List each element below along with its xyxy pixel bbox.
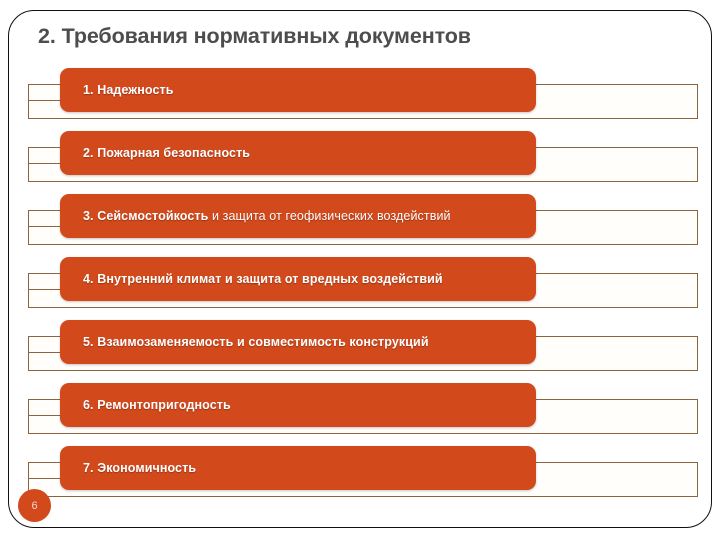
list-item-pill[interactable]: 6. Ремонтопригодность <box>60 383 536 427</box>
list-item-keyword: Пожарная безопасность <box>97 146 251 160</box>
list-item-connector-line <box>29 415 62 416</box>
list-item-detail: и защита от геофизических воздействий <box>208 209 451 223</box>
list-item-keyword: Ремонтопригодность <box>97 398 231 412</box>
list-item-pill[interactable]: 1. Надежность <box>60 68 536 112</box>
list-item[interactable]: 4. Внутренний климат и защита от вредных… <box>0 251 720 313</box>
list-item-keyword: Сейсмостойкость <box>97 209 209 223</box>
list-item-keyword: Внутренний климат и защита от вредных во… <box>97 272 443 286</box>
list-item-keyword: Экономичность <box>97 461 197 475</box>
list-item-index: 4. <box>83 272 94 286</box>
list-item-label: 2. Пожарная безопасность <box>60 146 250 160</box>
list-item-pill[interactable]: 5. Взаимозаменяемость и совместимость ко… <box>60 320 536 364</box>
list-item[interactable]: 1. Надежность <box>0 62 720 124</box>
list-item-connector-line <box>29 352 62 353</box>
page-title: 2. Требования нормативных документов <box>38 24 471 48</box>
slide-number-badge: 6 <box>18 489 51 522</box>
list-item-index: 3. <box>83 209 94 223</box>
list-item-pill[interactable]: 7. Экономичность <box>60 446 536 490</box>
list-item-index: 6. <box>83 398 94 412</box>
list-item[interactable]: 5. Взаимозаменяемость и совместимость ко… <box>0 314 720 376</box>
list-item-connector-line <box>29 289 62 290</box>
list-item-keyword: Надежность <box>97 83 174 97</box>
list-item-index: 2. <box>83 146 94 160</box>
list-item-index: 7. <box>83 461 94 475</box>
list-item[interactable]: 2. Пожарная безопасность <box>0 125 720 187</box>
list-item-label: 1. Надежность <box>60 83 174 97</box>
list-item-pill[interactable]: 2. Пожарная безопасность <box>60 131 536 175</box>
list-item-connector-line <box>29 163 62 164</box>
list-item[interactable]: 6. Ремонтопригодность <box>0 377 720 439</box>
list-item-label: 6. Ремонтопригодность <box>60 398 231 412</box>
list-item-index: 5. <box>83 335 94 349</box>
list-item-label: 4. Внутренний климат и защита от вредных… <box>60 272 443 286</box>
list-item[interactable]: 3. Сейсмостойкость и защита от геофизиче… <box>0 188 720 250</box>
list-item-label: 3. Сейсмостойкость и защита от геофизиче… <box>60 209 451 223</box>
list-item-keyword: Взаимозаменяемость и совместимость конст… <box>97 335 429 349</box>
list-item-label: 5. Взаимозаменяемость и совместимость ко… <box>60 335 429 349</box>
list-item-connector-line <box>29 478 62 479</box>
list-item-pill[interactable]: 3. Сейсмостойкость и защита от геофизиче… <box>60 194 536 238</box>
list-item-connector-line <box>29 226 62 227</box>
list-item[interactable]: 7. Экономичность <box>0 440 720 502</box>
list-item-label: 7. Экономичность <box>60 461 196 475</box>
list-item-pill[interactable]: 4. Внутренний климат и защита от вредных… <box>60 257 536 301</box>
list-item-connector-line <box>29 100 62 101</box>
list-item-index: 1. <box>83 83 94 97</box>
